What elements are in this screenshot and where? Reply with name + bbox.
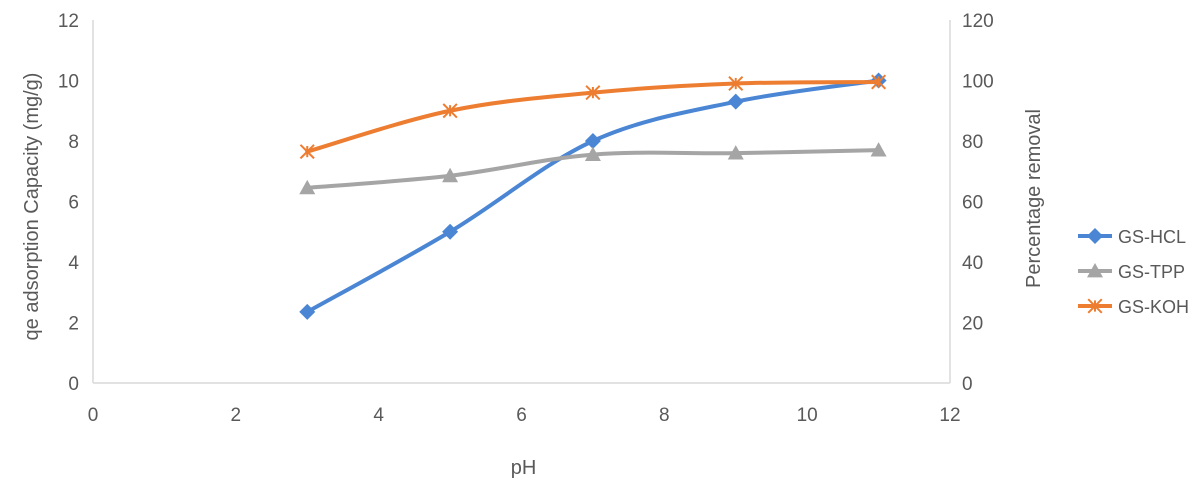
y2-tick-label: 100 [962,72,994,93]
x-tick-labels: 0 2 4 6 8 10 12 [88,405,961,426]
y-tick-label: 8 [68,132,79,153]
x-tick-label: 10 [797,405,818,426]
y-tick-label: 2 [68,314,79,335]
data-point [727,93,744,110]
data-point [728,76,744,92]
legend-label: GS-TPP [1118,262,1185,282]
data-point [442,103,458,119]
series-gs-koh [299,74,887,160]
data-point [299,179,316,195]
legend-marker [1087,228,1103,244]
legend-item: GS-KOH [1078,297,1189,317]
series-layer [299,72,887,320]
y-tick-label: 0 [68,374,79,395]
y-tick-label: 4 [68,253,79,274]
y-tick-label: 12 [58,11,79,32]
legend: GS-HCL GS-TPP GS-KOH [1078,227,1189,317]
x-tick-label: 2 [231,405,242,426]
y2-tick-label: 80 [962,132,983,153]
data-point [299,144,315,160]
y2-tick-label: 40 [962,253,983,274]
series-gs-tpp [299,142,887,195]
y2-tick-label: 20 [962,314,983,335]
y2-tick-label: 0 [962,374,973,395]
y-tick-labels: 0 2 4 6 8 10 12 [58,11,80,395]
x-tick-label: 6 [516,405,527,426]
x-tick-label: 0 [88,405,99,426]
series-gs-hcl [299,72,887,320]
y2-tick-label: 120 [962,11,994,32]
data-point [584,133,601,149]
y2-axis-title: Percentage removal [1023,109,1045,288]
legend-label: GS-KOH [1118,297,1189,317]
y-tick-label: 10 [58,72,79,93]
data-point [870,142,887,157]
y-axis-title: qe adsorption Capacity (mg/g) [21,73,43,341]
data-point [871,74,887,90]
data-point [727,145,744,160]
data-point [299,303,316,320]
x-axis-title: pH [511,457,537,479]
data-point [585,85,601,101]
legend-item: GS-TPP [1078,262,1185,282]
data-point [442,167,459,183]
legend-label: GS-HCL [1118,227,1186,247]
x-tick-label: 4 [373,405,384,426]
data-point [584,146,601,162]
legend-marker [1087,263,1103,278]
y2-tick-label: 60 [962,193,983,214]
data-point [442,223,459,240]
x-tick-label: 8 [659,405,670,426]
legend-item: GS-HCL [1078,227,1186,247]
y-tick-label: 6 [68,193,79,214]
series-line [305,78,881,314]
y2-tick-labels: 0 20 40 60 80 100 120 [962,11,994,395]
x-tick-label: 12 [939,405,960,426]
plot-frame [92,20,951,384]
legend-marker [1087,298,1103,314]
